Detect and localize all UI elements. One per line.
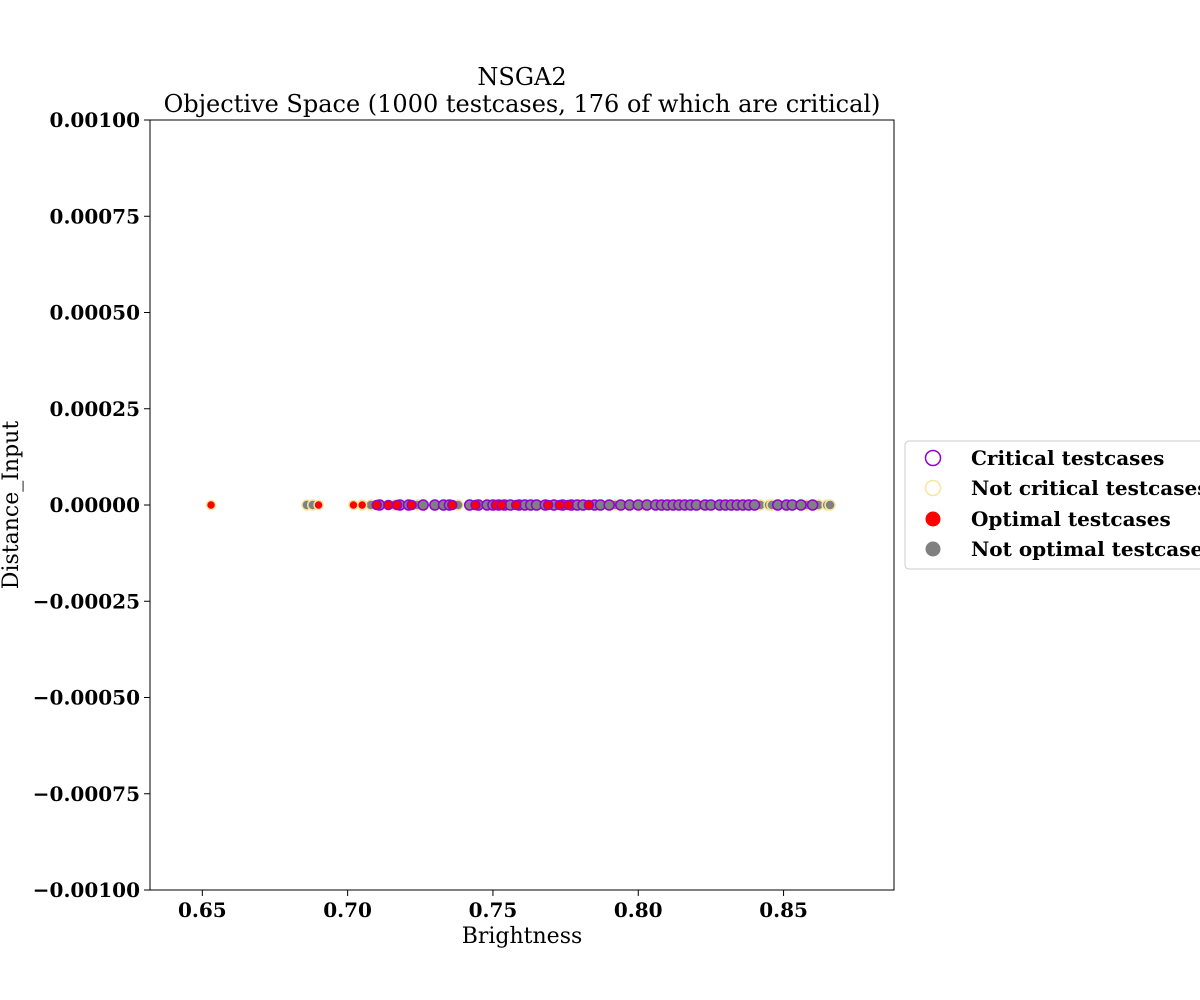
- legend-marker-critical: [924, 449, 942, 467]
- legend-label-optimal: Optimal testcases: [971, 507, 1171, 531]
- x-tick-label: 0.65: [178, 898, 227, 922]
- data-point: [583, 499, 595, 511]
- legend-label-critical: Critical testcases: [971, 446, 1164, 470]
- data-point: [603, 499, 615, 511]
- data-point: [371, 499, 382, 511]
- data-points: [205, 499, 836, 511]
- data-point: [470, 499, 481, 511]
- y-tick-label: 0.00025: [50, 397, 140, 421]
- x-tick-label: 0.80: [614, 898, 663, 922]
- data-point: [356, 499, 368, 511]
- legend-label-not-critical: Not critical testcases: [971, 476, 1200, 500]
- legend-label-not-optimal: Not optimal testcases: [971, 537, 1200, 561]
- chart-subtitle: Objective Space (1000 testcases, 176 of …: [164, 90, 881, 118]
- data-point: [496, 499, 507, 511]
- data-point: [383, 499, 394, 511]
- data-point: [795, 499, 807, 511]
- y-tick-label: 0.00100: [50, 108, 140, 132]
- x-tick-label: 0.70: [323, 898, 372, 922]
- y-axis-ticks: 0.00100 0.00075 0.00050 0.00025 0.00000 −0.00…: [33, 108, 150, 902]
- data-point: [348, 499, 359, 511]
- y-tick-label: −0.00050: [33, 686, 140, 710]
- y-tick-label: 0.00075: [50, 204, 140, 228]
- data-point: [313, 499, 324, 511]
- data-point: [824, 499, 836, 511]
- data-point: [205, 499, 217, 511]
- y-tick-label: −0.00025: [33, 589, 140, 613]
- data-point: [806, 499, 819, 511]
- chart-title: NSGA2: [477, 63, 566, 91]
- legend-marker-not-critical: [924, 479, 942, 497]
- data-point: [447, 499, 458, 511]
- y-tick-label: 0.00050: [50, 301, 140, 325]
- y-tick-label: −0.00075: [33, 782, 140, 806]
- x-axis-label: Brightness: [462, 924, 583, 949]
- legend-marker-optimal: [925, 511, 941, 527]
- data-point: [406, 499, 417, 511]
- data-point: [748, 499, 761, 511]
- data-point: [391, 499, 403, 511]
- data-point: [510, 499, 522, 511]
- data-point: [417, 499, 429, 511]
- legend-frame: [904, 440, 1200, 570]
- legend-marker-not-optimal: [925, 541, 941, 557]
- legend: Critical testcases Not critical testcases…: [904, 440, 1200, 570]
- y-tick-label: 0.00000: [50, 493, 140, 517]
- data-point: [563, 499, 574, 511]
- x-tick-label: 0.75: [469, 898, 518, 922]
- data-point: [554, 499, 566, 511]
- x-axis-ticks: 0.65 0.70 0.75 0.80 0.85: [178, 890, 808, 922]
- y-axis-label: Distance_Input: [0, 421, 24, 590]
- y-tick-label: −0.00100: [33, 878, 140, 902]
- plot-area-frame: [149, 119, 895, 891]
- x-tick-label: 0.85: [759, 898, 808, 922]
- data-point: [542, 499, 554, 511]
